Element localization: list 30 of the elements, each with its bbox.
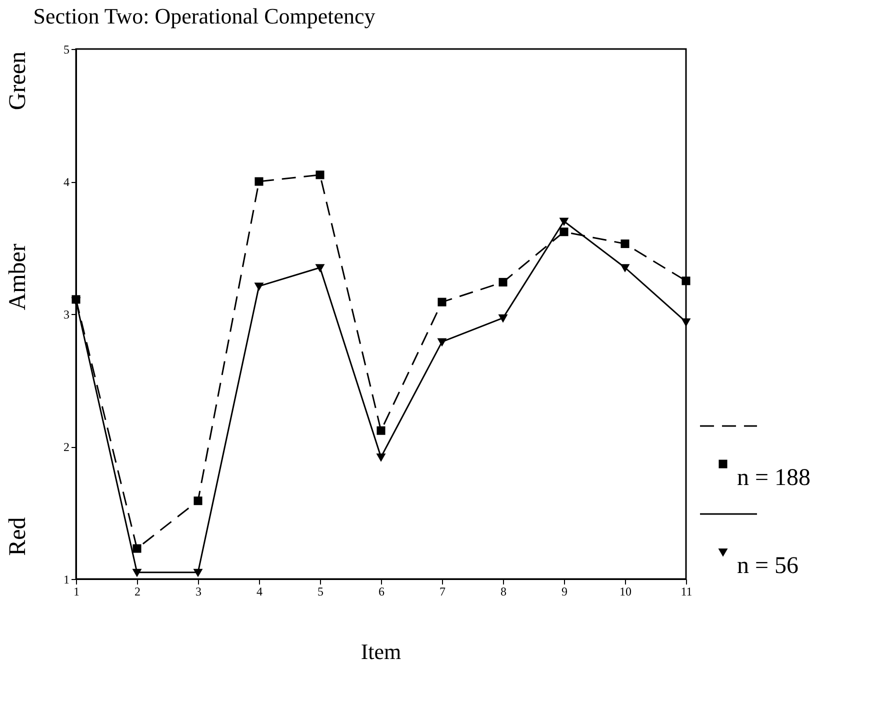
x-tick-label: 6: [378, 584, 384, 598]
text: Amber: [5, 244, 31, 310]
x-tick-label: 8: [500, 584, 506, 598]
point: [254, 177, 264, 186]
y-tick-label: 1: [64, 572, 70, 586]
legend-label: n = 188: [737, 465, 811, 491]
x-tick-label: 9: [562, 584, 568, 598]
x-tick-label: 1: [74, 584, 80, 598]
x-tick-label: 3: [196, 584, 202, 598]
text: Red: [5, 517, 31, 556]
x-tick-label: 10: [620, 584, 632, 598]
x-tick-label: 5: [318, 584, 324, 598]
point: [316, 170, 324, 180]
x-tick-label: 2: [134, 584, 140, 598]
x-tick-label: 7: [440, 584, 446, 598]
text: Green: [5, 51, 31, 110]
x-tick-label: 11: [680, 584, 692, 598]
point: [498, 278, 508, 286]
point: [132, 544, 142, 553]
chart-title: Section Two: Operational Competency: [33, 3, 376, 28]
legend-label: n = 56: [737, 553, 799, 579]
y-tick-label: 4: [64, 175, 70, 189]
x-axis-title: Item: [360, 639, 402, 664]
point: [560, 228, 568, 236]
y-tick-label: 2: [64, 440, 70, 454]
point: [682, 276, 690, 286]
y-tick-label: 5: [64, 42, 70, 56]
x-tick-label: 4: [256, 584, 262, 598]
point: [376, 426, 386, 435]
y-tick-label: 3: [64, 308, 70, 322]
